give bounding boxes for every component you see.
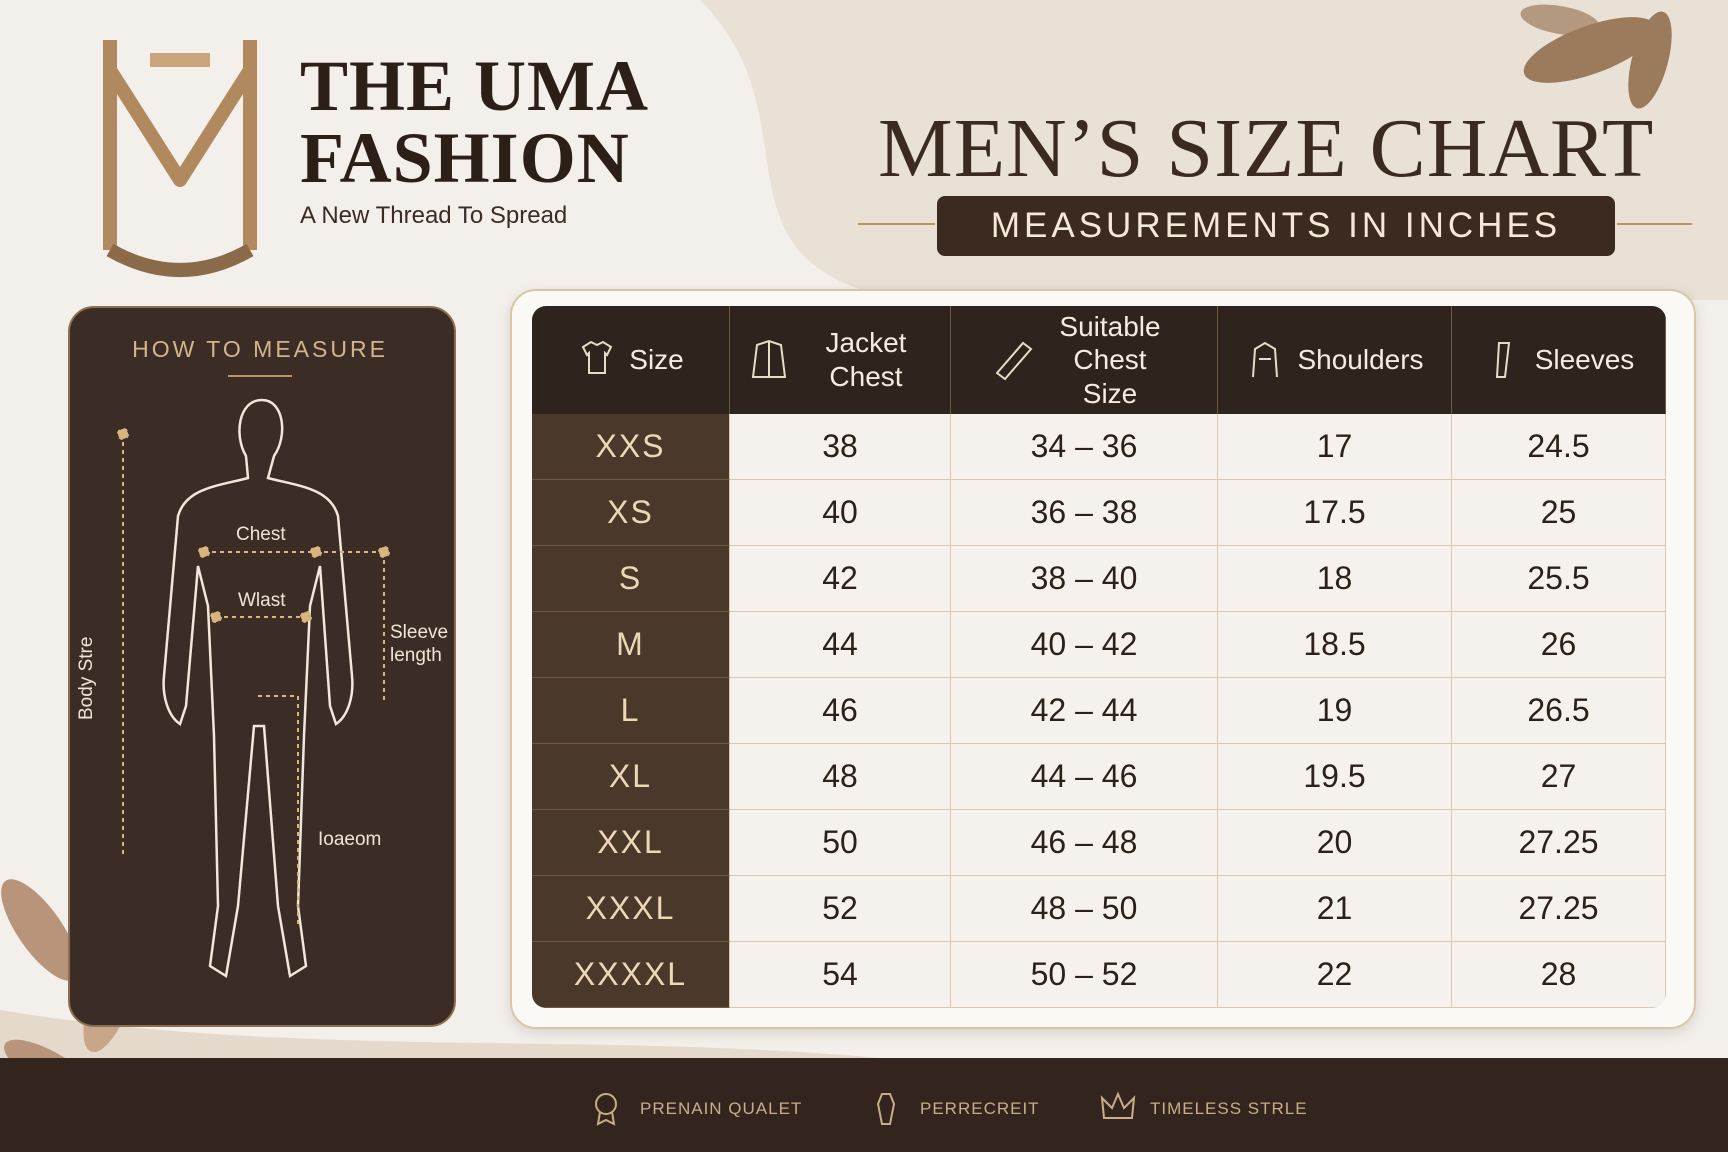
table-cell: 50 – 52 (951, 942, 1218, 1008)
table-cell: 21 (1218, 876, 1452, 942)
page-title: MEN’S SIZE CHART (878, 102, 1655, 195)
size-label: XL (532, 744, 730, 810)
column-header: Jacket Chest (730, 306, 951, 414)
table-cell: 18.5 (1218, 612, 1452, 678)
footer-band (0, 1058, 1728, 1152)
table-cell: 46 (730, 678, 951, 744)
header-icon (581, 340, 613, 374)
table-cell: 54 (730, 942, 951, 1008)
table-cell: 48 – 50 (951, 876, 1218, 942)
footer-label: TIMELESS STRLE (1150, 1099, 1308, 1118)
header-text: Shoulders (1297, 344, 1424, 376)
table-cell: 19 (1218, 678, 1452, 744)
header-text: Sleeves (1534, 344, 1635, 376)
table-cell: 38 – 40 (951, 546, 1218, 612)
header-icon (1495, 342, 1510, 378)
size-label: XXXL (532, 876, 730, 942)
column-header: Shoulders (1218, 306, 1452, 414)
tagline: A New Thread To Spread (300, 202, 568, 229)
table-cell: 42 (730, 546, 951, 612)
header-icon (995, 341, 1033, 381)
size-label: XS (532, 480, 730, 546)
footer-icon (1100, 1091, 1136, 1119)
brand-line: FASHION (300, 118, 630, 198)
size-label: S (532, 546, 730, 612)
table-cell: 17 (1218, 414, 1452, 480)
footer-label: PERRECREIT (920, 1099, 1040, 1118)
footer-item: PERRECREIT (870, 1090, 1040, 1128)
table-cell: 50 (730, 810, 951, 876)
footer-icon (876, 1093, 896, 1125)
table-cell: 34 – 36 (951, 414, 1218, 480)
size-label: M (532, 612, 730, 678)
column-header: Suitable Chest Size (951, 306, 1218, 414)
footer-item: TIMELESS STRLE (1100, 1090, 1308, 1128)
table-cell: 25.5 (1452, 546, 1666, 612)
size-label: XXL (532, 810, 730, 876)
table-cell: 27.25 (1452, 810, 1666, 876)
table-cell: 40 (730, 480, 951, 546)
header-text: Suitable Chest Size (1059, 310, 1161, 409)
panel-title: HOW TO MEASURE (132, 336, 388, 362)
measure-label: Chest (236, 524, 286, 545)
table-cell: 52 (730, 876, 951, 942)
column-header: Size (532, 306, 730, 414)
table-cell: 24.5 (1452, 414, 1666, 480)
size-label: L (532, 678, 730, 744)
size-table: Size Jacket Chest Suitable Chest Size Shoul… (532, 306, 1666, 1008)
table-cell: 26.5 (1452, 678, 1666, 744)
table-cell: 28 (1452, 942, 1666, 1008)
column-header: Sleeves (1452, 306, 1666, 414)
table-cell: 40 – 42 (951, 612, 1218, 678)
header-icon (751, 339, 787, 378)
table-cell: 20 (1218, 810, 1452, 876)
footer-label: PRENAIN QUALET (640, 1099, 803, 1118)
logo (103, 40, 257, 277)
table-cell: 17.5 (1218, 480, 1452, 546)
body-figure (117, 375, 390, 979)
table-cell: 22 (1218, 942, 1452, 1008)
header-icon (1252, 341, 1279, 378)
table-cell: 44 – 46 (951, 744, 1218, 810)
table-cell: 46 – 48 (951, 810, 1218, 876)
header-text: Size (629, 344, 684, 376)
size-label: XXXXL (532, 942, 730, 1008)
footer-icon (595, 1093, 617, 1126)
measure-label: Ioaeom (318, 829, 382, 850)
table-cell: 36 – 38 (951, 480, 1218, 546)
table-cell: 38 (730, 414, 951, 480)
table-cell: 42 – 44 (951, 678, 1218, 744)
table-cell: 19.5 (1218, 744, 1452, 810)
measure-label: Wlast (238, 590, 286, 611)
header-text: Jacket Chest (825, 327, 907, 392)
table-cell: 48 (730, 744, 951, 810)
size-label: XXS (532, 414, 730, 480)
table-cell: 27.25 (1452, 876, 1666, 942)
table-cell: 25 (1452, 480, 1666, 546)
measure-label: Body Stre (76, 636, 97, 720)
brand-line: THE UMA (300, 46, 649, 126)
subtitle-banner: MEASUREMENTS IN INCHES (937, 196, 1615, 256)
footer-item: PRENAIN QUALET (590, 1090, 802, 1128)
measure-panel (68, 306, 456, 1027)
measure-label: Sleeve length (390, 622, 449, 666)
table-cell: 26 (1452, 612, 1666, 678)
table-cell: 44 (730, 612, 951, 678)
table-cell: 18 (1218, 546, 1452, 612)
table-cell: 27 (1452, 744, 1666, 810)
